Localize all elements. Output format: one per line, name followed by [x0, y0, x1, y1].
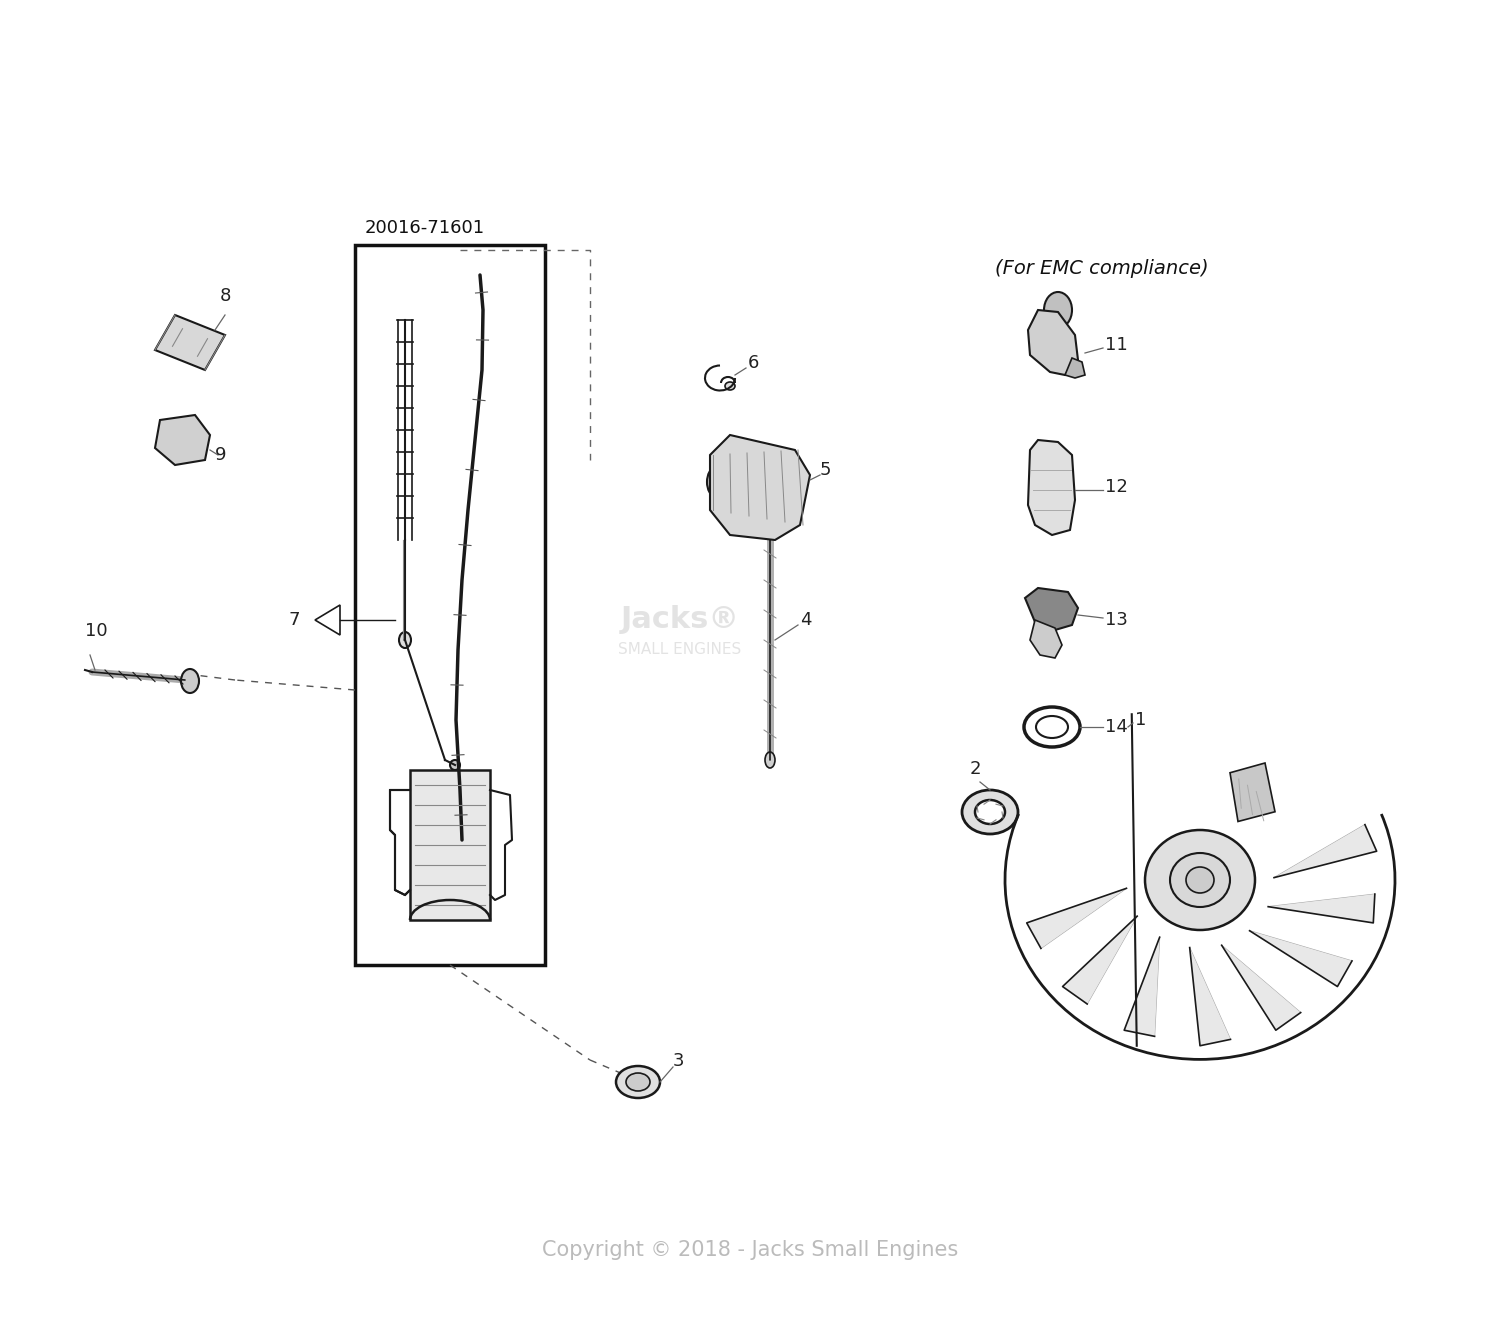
Text: 8: 8 [220, 287, 231, 305]
Polygon shape [1268, 894, 1376, 922]
Text: 3: 3 [674, 1051, 684, 1070]
Ellipse shape [706, 469, 723, 496]
Text: 1: 1 [1136, 711, 1146, 729]
Polygon shape [1274, 825, 1377, 877]
Ellipse shape [616, 1066, 660, 1098]
Polygon shape [1062, 916, 1137, 1004]
Text: 2: 2 [970, 760, 981, 779]
Bar [410, 771, 491, 920]
Polygon shape [315, 606, 340, 635]
Ellipse shape [724, 382, 735, 390]
Text: 13: 13 [1106, 611, 1128, 630]
Polygon shape [1024, 588, 1078, 630]
Ellipse shape [975, 800, 1005, 824]
Text: 6: 6 [748, 354, 759, 371]
Polygon shape [1230, 763, 1275, 821]
Ellipse shape [1024, 707, 1080, 747]
Text: 4: 4 [800, 611, 812, 630]
Polygon shape [1124, 937, 1160, 1037]
Text: Copyright © 2018 - Jacks Small Engines: Copyright © 2018 - Jacks Small Engines [542, 1240, 958, 1260]
Ellipse shape [182, 669, 200, 693]
Text: 9: 9 [214, 446, 226, 465]
Text: 20016-71601: 20016-71601 [364, 220, 484, 237]
Ellipse shape [765, 522, 776, 538]
Text: 5: 5 [821, 461, 831, 479]
Text: 10: 10 [86, 622, 108, 640]
Ellipse shape [1044, 291, 1072, 327]
Polygon shape [1028, 441, 1075, 535]
Polygon shape [1190, 948, 1230, 1046]
Text: Jacks®: Jacks® [621, 606, 740, 635]
Polygon shape [1030, 620, 1062, 658]
Polygon shape [154, 315, 225, 370]
Ellipse shape [450, 760, 460, 771]
Polygon shape [1065, 358, 1084, 378]
Bar [356, 245, 544, 965]
Ellipse shape [1170, 853, 1230, 906]
Polygon shape [1026, 888, 1126, 949]
Polygon shape [154, 415, 210, 465]
Ellipse shape [172, 434, 192, 450]
Text: 12: 12 [1106, 478, 1128, 496]
Ellipse shape [399, 632, 411, 648]
Ellipse shape [1186, 866, 1214, 893]
Ellipse shape [962, 791, 1018, 835]
Ellipse shape [626, 1073, 650, 1091]
Polygon shape [1250, 930, 1352, 986]
Polygon shape [710, 435, 810, 540]
Text: 7: 7 [288, 611, 300, 630]
Polygon shape [1028, 310, 1078, 375]
Text: 11: 11 [1106, 335, 1128, 354]
Text: 14: 14 [1106, 717, 1128, 736]
Text: (For EMC compliance): (For EMC compliance) [994, 258, 1209, 277]
Text: SMALL ENGINES: SMALL ENGINES [618, 643, 741, 658]
Ellipse shape [1036, 716, 1068, 737]
Polygon shape [1221, 945, 1300, 1030]
Ellipse shape [765, 752, 776, 768]
Ellipse shape [1144, 831, 1256, 930]
